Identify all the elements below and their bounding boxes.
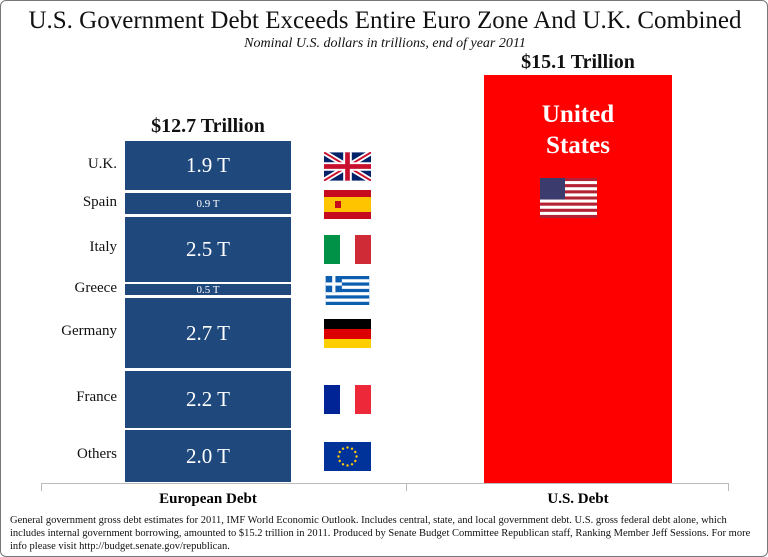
us-bar bbox=[484, 75, 672, 483]
uk-flag-icon bbox=[324, 151, 371, 181]
france-flag-icon bbox=[324, 385, 371, 415]
bar-segment-greece: 0.5 T bbox=[125, 284, 291, 296]
eu-flag-icon bbox=[324, 442, 371, 471]
us-flag-icon bbox=[540, 178, 597, 218]
chart-title: U.S. Government Debt Exceeds Entire Euro… bbox=[28, 7, 742, 34]
us-total-label: $15.1 Trillion bbox=[521, 51, 635, 74]
bar-segment-others: 2.0 T bbox=[125, 430, 291, 482]
country-label: Spain bbox=[82, 193, 117, 210]
footnote: General government gross debt estimates … bbox=[10, 515, 751, 552]
chart-subtitle: Nominal U.S. dollars in trillions, end o… bbox=[244, 36, 526, 51]
country-label: Italy bbox=[89, 239, 118, 256]
category-label-us: U.S. Debt bbox=[547, 491, 609, 507]
category-label-europe: European Debt bbox=[159, 491, 257, 507]
germany-flag-icon bbox=[324, 319, 371, 349]
country-label: France bbox=[76, 389, 117, 406]
greece-flag-icon bbox=[324, 275, 371, 305]
country-label: Greece bbox=[74, 279, 117, 296]
bar-segment-uk: 1.9 T bbox=[125, 141, 291, 191]
spain-flag-icon bbox=[324, 189, 371, 219]
europe-total-label: $12.7 Trillion bbox=[151, 115, 265, 138]
us-bar-label: United States bbox=[541, 101, 615, 159]
axis-tick bbox=[41, 483, 42, 491]
bar-segment-germany: 2.7 T bbox=[125, 297, 291, 369]
axis-tick bbox=[728, 483, 729, 491]
bar-segment-spain: 0.9 T bbox=[125, 192, 291, 215]
country-label: Others bbox=[77, 446, 117, 462]
country-label: U.K. bbox=[87, 155, 117, 172]
country-label: Germany bbox=[61, 323, 117, 340]
bar-segment-italy: 2.5 T bbox=[125, 216, 291, 282]
x-axis bbox=[41, 483, 729, 484]
bar-segment-france: 2.2 T bbox=[125, 370, 291, 428]
italy-flag-icon bbox=[324, 235, 371, 265]
axis-tick bbox=[406, 483, 407, 491]
